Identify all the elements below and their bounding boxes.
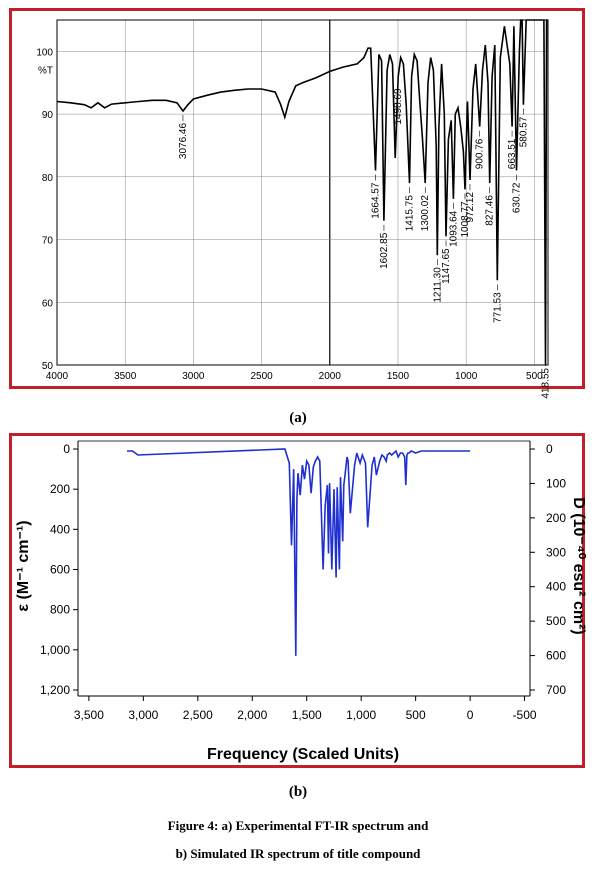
panel-a-frame: [9, 8, 585, 389]
x-tick-label: 4000: [46, 371, 69, 382]
y2-tick-label: 100: [546, 476, 566, 490]
x-tick-label: 3500: [114, 371, 137, 382]
y-tick-label: 60: [42, 298, 54, 309]
y-tick-label: 0: [63, 442, 70, 456]
panel-b-caption: (b): [288, 784, 308, 800]
x-tick-label: 1,000: [346, 708, 376, 722]
peak-label: 1093.64: [448, 210, 459, 247]
y2-tick-label: 0: [546, 442, 553, 456]
spectrum-line: [56, 19, 548, 366]
peak-label: 827.46: [485, 195, 496, 226]
peak-label: 3076.46: [178, 123, 189, 160]
y-tick-label: 400: [50, 522, 70, 536]
ir-simulated-chart: 3,500 3,000 2,500 2,000 1,500 1,000 500 0 -500 0 2…: [15, 440, 587, 763]
peak-label: 1415.75: [404, 195, 415, 232]
y2-axis-title: D (10⁻⁴⁰ esu² cm²): [570, 497, 587, 634]
x-axis-title: Frequency (Scaled Units): [207, 746, 399, 763]
y-tick-label: 80: [42, 173, 54, 184]
x-tick-label: 3,500: [74, 708, 104, 722]
peak-label: 771.53: [492, 292, 503, 323]
peak-label: 663.51: [507, 138, 518, 169]
peak-label: 900.76: [475, 138, 486, 169]
y2-tick-label: 500: [546, 614, 566, 628]
y2-tick-label: 600: [546, 649, 566, 663]
x-tick-label: 1,500: [292, 708, 322, 722]
y2-tick-label: 700: [546, 683, 566, 697]
peak-label: 1498.69: [393, 88, 404, 125]
x-tick-label: 2000: [319, 371, 342, 382]
y-tick-label: 1,000: [40, 643, 70, 657]
ftir-experimental-chart: 4000 3500 3000 2500 2000 1500 1000 500 50 60 70 80 9…: [36, 19, 551, 399]
y2-tick-label: 400: [546, 580, 566, 594]
y-tick-label: 800: [50, 603, 70, 617]
y-tick-label: 1,200: [40, 683, 70, 697]
y-tick-label: 90: [42, 110, 54, 121]
plot-area-border: [56, 19, 549, 366]
y-axis-label: %T: [38, 65, 53, 76]
y2-tick-label: 300: [546, 545, 566, 559]
y2-tick-label: 200: [546, 511, 566, 525]
x-tick-label: 2,500: [183, 708, 213, 722]
peak-label: 972.12: [465, 192, 476, 223]
y-axis-title: ε (M⁻¹ cm⁻¹): [15, 520, 32, 611]
y-tick-label: 100: [36, 47, 53, 58]
spectrum-line: [127, 448, 471, 656]
x-tick-label: -500: [513, 708, 537, 722]
x-tick-label: 2500: [250, 371, 273, 382]
x-tick-label: 500: [526, 371, 543, 382]
x-tick-label: 1000: [455, 371, 478, 382]
y-tick-label: 200: [50, 482, 70, 496]
peak-label: 1664.57: [371, 182, 382, 219]
x-tick-label: 3,000: [128, 708, 158, 722]
peak-label: 580.57: [518, 116, 529, 147]
peak-label: 1008.77: [460, 201, 471, 238]
x-tick-label: 0: [467, 708, 474, 722]
y-tick-label: 50: [42, 361, 54, 372]
peak-label: 418.55: [540, 368, 551, 399]
x-tick-label: 3000: [182, 371, 205, 382]
panel-a-caption: (a): [289, 410, 307, 426]
x-tick-label: 2,000: [237, 708, 267, 722]
peak-label: 1300.02: [420, 195, 431, 232]
peak-label: 1602.85: [379, 232, 390, 269]
figure-caption-line-2: b) Simulated IR spectrum of title compou…: [175, 846, 421, 861]
peak-label: 630.72: [512, 182, 523, 213]
x-tick-label: 1500: [387, 371, 410, 382]
figure-caption-line-1: Figure 4: a) Experimental FT-IR spectrum…: [167, 818, 429, 833]
peak-label: 1147.65: [441, 248, 452, 284]
panel-b-frame: [9, 433, 585, 768]
peak-label: 1211.30: [432, 267, 443, 303]
y-tick-label: 70: [42, 236, 54, 247]
y-tick-label: 600: [50, 563, 70, 577]
x-tick-label: 500: [406, 708, 426, 722]
